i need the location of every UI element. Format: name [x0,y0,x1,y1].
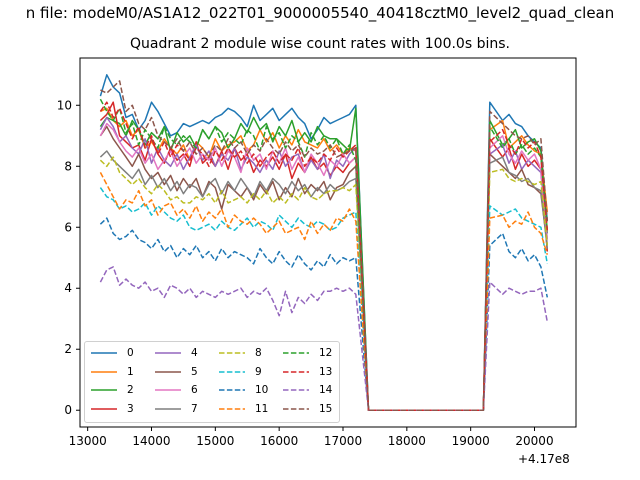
x-axis-offset-label: +4.17e8 [518,452,570,466]
x-tick-label: 17000 [324,434,362,448]
legend-label: 14 [319,384,333,396]
legend-swatch [91,407,117,410]
axis-ticks-layer: 13000 14000 15000 16000 17000 18000 19000 20000… [57,98,554,448]
legend-label: 15 [319,402,333,415]
chart-legend: 0 1 2 3 4 5 6 7 8 9 10 11 12 13 14 15 [84,341,340,423]
x-tick-label: 15000 [196,434,234,448]
x-tick-label: 14000 [132,434,170,448]
y-tick-label: 0 [64,403,72,417]
legend-swatch [155,352,181,354]
legend-swatch [91,370,117,373]
legend-label: 1 [127,365,134,378]
legend-label: 12 [319,347,333,359]
series-lines-layer [99,74,549,411]
x-tick-label: 13000 [69,434,107,448]
x-tick-label: 16000 [260,434,298,448]
y-tick-label: 6 [64,220,72,234]
legend-swatch [155,389,181,391]
legend-swatch [283,370,309,373]
series-line-10 [99,217,549,411]
legend-swatch [219,389,245,391]
series-line-12 [99,98,549,411]
series-line-9 [99,187,549,411]
x-tick-label: 19000 [452,434,490,448]
legend-label: 10 [255,384,269,396]
x-tick-label: 18000 [388,434,426,448]
y-tick-label: 4 [64,281,72,295]
legend-swatch [155,407,181,410]
series-line-11 [99,172,549,411]
chart-title: Quadrant 2 module wise count rates with … [130,36,510,52]
legend-swatch [283,407,309,410]
legend-swatch [283,352,309,354]
plot-area-frame [79,57,577,428]
legend-label: 5 [191,365,198,378]
legend-swatch [219,407,245,410]
y-tick-label: 2 [64,342,72,356]
legend-swatch [91,389,117,391]
legend-label: 3 [127,402,134,415]
legend-label: 4 [191,347,198,359]
figure-suptitle: n file: modeM0/AS1A12_022T01_9000005540_… [25,4,615,22]
legend-label: 7 [191,402,198,415]
y-tick-label: 10 [57,98,72,112]
legend-label: 9 [255,365,262,378]
legend-label: 13 [319,365,333,378]
series-line-15 [100,80,549,411]
y-tick-label: 8 [64,159,72,173]
legend-swatch [283,389,309,391]
legend-label: 11 [255,402,269,415]
legend-label: 6 [191,384,198,396]
x-tick-label: 20000 [515,434,553,448]
legend-swatch [91,352,117,354]
legend-label: 8 [255,347,262,359]
legend-label: 0 [127,347,134,359]
legend-label: 2 [127,384,134,396]
legend-swatch [219,352,245,354]
legend-swatch [155,370,181,373]
legend-swatch [219,370,245,373]
